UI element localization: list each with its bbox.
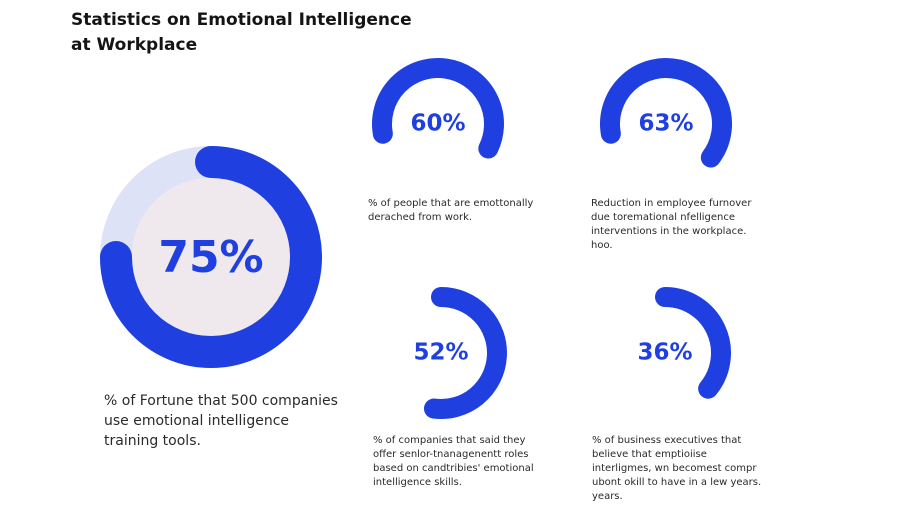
caption-52: % of companies that said they offer senl…: [373, 435, 534, 488]
donut-arc-75: [100, 146, 322, 368]
caption-75: % of Fortune that 500 companies use emot…: [104, 393, 338, 449]
donut-63: 63%: [600, 58, 732, 168]
donut-value-label: 63%: [638, 111, 693, 137]
caption-36: % of business executives that believe th…: [592, 435, 762, 502]
caption-60: % of people that are emottonally derache…: [368, 198, 534, 223]
donut-60: 60%: [372, 58, 504, 159]
donut-arc-63: [600, 58, 732, 168]
page-title: Statistics on Emotional Intelligence at …: [71, 10, 412, 55]
donut-center-fill: [132, 178, 290, 336]
donut-arc-36: [655, 287, 731, 399]
donut-36: 36%: [637, 287, 731, 399]
donut-value-label: 36%: [637, 340, 692, 366]
donut-arc-52: [423, 287, 507, 419]
donut-value-label: 52%: [413, 340, 468, 366]
caption-63: Reduction in employee furnover due torem…: [591, 198, 752, 251]
donut-75: 75%: [100, 146, 322, 368]
donut-value-label: 75%: [158, 232, 263, 283]
donut-52: 52%: [413, 287, 507, 419]
donut-value-label: 60%: [410, 111, 465, 137]
donut-arc-60: [372, 58, 504, 159]
